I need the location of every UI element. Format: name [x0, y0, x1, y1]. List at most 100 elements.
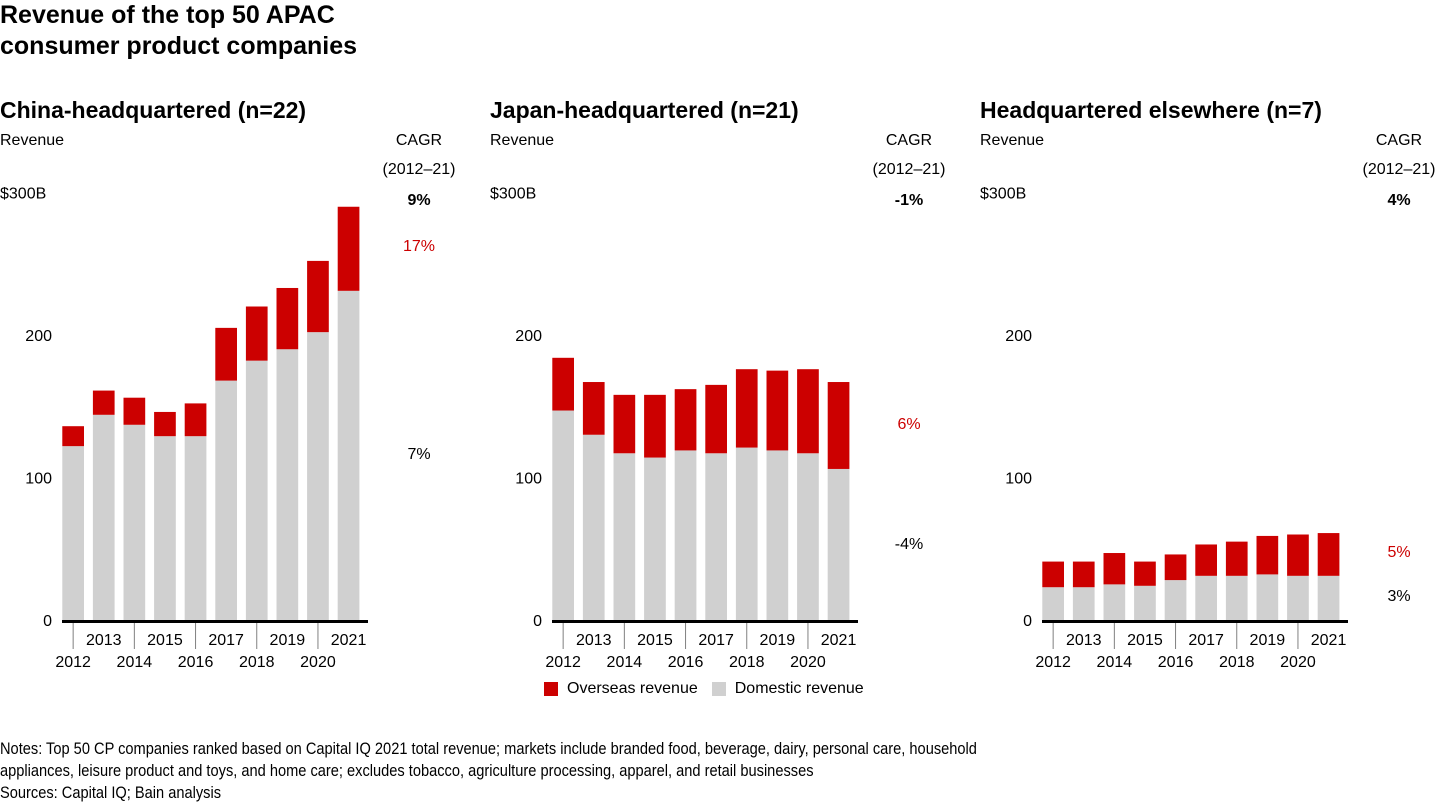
bar-overseas-elsewhere-2020 [1287, 534, 1309, 576]
bar-overseas-elsewhere-2013 [1072, 561, 1095, 588]
notes-line-1: Notes: Top 50 CP companies ranked based … [0, 739, 977, 758]
cagr-total-elsewhere: 4% [1387, 192, 1411, 209]
y-tick-label-japan: 0 [533, 613, 542, 630]
ylabel-china: Revenue [0, 132, 65, 149]
y-tick-label-elsewhere: 200 [1005, 328, 1032, 345]
bar-overseas-japan-2013 [582, 382, 605, 435]
sources: Sources: Capital IQ; Bain analysis [0, 783, 222, 802]
legend-label-overseas: Overseas revenue [567, 680, 698, 697]
bar-domestic-elsewhere-2015 [1134, 585, 1156, 620]
bar-overseas-japan-2012 [552, 357, 574, 411]
cagr-total-china: 9% [407, 192, 431, 209]
x-tick-label-japan-2013: 2013 [576, 632, 612, 649]
x-tick-label-elsewhere-2020: 2020 [1280, 654, 1316, 671]
bar-domestic-japan-2019 [766, 450, 789, 620]
bar-domestic-japan-2015 [644, 457, 666, 620]
x-tick-label-china-2021: 2021 [331, 632, 367, 649]
x-tick-label-china-2017: 2017 [208, 632, 244, 649]
y-tick-label-japan: 200 [515, 328, 542, 345]
y-tick-label-china: $300B [0, 186, 46, 203]
cagr-period-elsewhere: (2012–21) [1362, 161, 1436, 178]
y-tick-label-elsewhere: $300B [980, 186, 1026, 203]
cagr-total-japan: -1% [894, 192, 924, 209]
bar-overseas-china-2013 [92, 390, 115, 415]
x-tick-label-japan-2020: 2020 [790, 654, 826, 671]
x-tick-label-china-2012: 2012 [55, 654, 91, 671]
bar-overseas-japan-2015 [644, 394, 666, 458]
bar-overseas-china-2017 [215, 327, 237, 381]
y-tick-label-china: 200 [25, 328, 52, 345]
x-tick-label-china-2019: 2019 [270, 632, 306, 649]
bar-overseas-elsewhere-2021 [1317, 533, 1340, 576]
chart-title: Revenue of the top 50 APAC consumer prod… [0, 0, 357, 62]
cagr-header-elsewhere: CAGR [1375, 132, 1423, 149]
legend-item-overseas: Overseas revenue [544, 680, 698, 698]
x-tick-label-elsewhere-2015: 2015 [1127, 632, 1163, 649]
cagr-header-japan: CAGR [885, 132, 933, 149]
bar-domestic-japan-2020 [797, 453, 819, 620]
y-tick-label-japan: 100 [515, 471, 542, 488]
x-tick-label-elsewhere-2012: 2012 [1035, 654, 1071, 671]
bar-domestic-china-2016 [184, 436, 207, 620]
bar-overseas-china-2014 [123, 397, 146, 425]
x-tick-label-china-2014: 2014 [117, 654, 153, 671]
notes-line-2: appliances, leisure product and toys, an… [0, 761, 814, 780]
bar-domestic-elsewhere-2019 [1256, 574, 1279, 620]
bar-overseas-japan-2018 [735, 369, 758, 448]
legend-swatch-domestic [711, 682, 726, 696]
x-tick-label-elsewhere-2017: 2017 [1188, 632, 1224, 649]
x-tick-label-japan-2014: 2014 [607, 654, 643, 671]
cagr-period-china: (2012–21) [382, 161, 456, 178]
x-tick-label-japan-2021: 2021 [821, 632, 857, 649]
bar-domestic-china-2014 [123, 424, 146, 620]
x-tick-label-japan-2012: 2012 [545, 654, 581, 671]
ylabel-elsewhere: Revenue [980, 132, 1045, 149]
cagr-overseas-china: 17% [402, 238, 436, 255]
bar-overseas-china-2020 [307, 260, 329, 333]
bar-domestic-china-2015 [154, 436, 176, 620]
bar-domestic-china-2018 [245, 360, 268, 620]
bar-overseas-japan-2019 [766, 370, 789, 451]
bar-domestic-china-2019 [276, 349, 299, 620]
legend-item-domestic: Domestic revenue [711, 680, 864, 698]
bar-domestic-china-2012 [62, 446, 84, 620]
bar-overseas-china-2016 [184, 403, 207, 437]
bar-overseas-elsewhere-2019 [1256, 535, 1279, 575]
bar-domestic-elsewhere-2021 [1317, 575, 1340, 620]
y-tick-label-china: 100 [25, 471, 52, 488]
bar-domestic-elsewhere-2013 [1072, 587, 1095, 620]
bar-domestic-japan-2013 [582, 434, 605, 620]
x-tick-label-china-2018: 2018 [239, 654, 275, 671]
x-tick-label-elsewhere-2014: 2014 [1097, 654, 1133, 671]
cagr-domestic-japan: -4% [894, 536, 924, 553]
bar-domestic-japan-2017 [705, 453, 727, 620]
x-tick-label-japan-2019: 2019 [760, 632, 796, 649]
x-tick-label-japan-2015: 2015 [637, 632, 673, 649]
bar-domestic-elsewhere-2016 [1164, 580, 1187, 620]
x-tick-label-elsewhere-2019: 2019 [1250, 632, 1286, 649]
bar-overseas-elsewhere-2015 [1134, 561, 1156, 586]
bar-overseas-japan-2014 [613, 394, 636, 454]
bar-overseas-elsewhere-2017 [1195, 544, 1217, 576]
y-tick-label-china: 0 [43, 613, 52, 630]
x-tick-label-japan-2018: 2018 [729, 654, 765, 671]
bar-domestic-china-2017 [215, 380, 237, 620]
x-tick-label-elsewhere-2021: 2021 [1311, 632, 1347, 649]
chart-title-line-1: Revenue of the top 50 APAC [0, 1, 335, 29]
cagr-header-china: CAGR [395, 132, 443, 149]
y-tick-label-japan: $300B [490, 186, 536, 203]
panel-title-china: China-headquartered (n=22) [0, 97, 307, 123]
cagr-period-japan: (2012–21) [872, 161, 946, 178]
cagr-overseas-japan: 6% [897, 416, 921, 433]
x-tick-label-china-2015: 2015 [147, 632, 183, 649]
bar-overseas-japan-2021 [827, 382, 850, 469]
bar-overseas-china-2019 [276, 287, 299, 350]
bar-domestic-china-2013 [92, 414, 115, 620]
x-tick-label-japan-2016: 2016 [668, 654, 704, 671]
bar-overseas-japan-2017 [705, 384, 727, 454]
bar-domestic-japan-2018 [735, 447, 758, 620]
bar-overseas-elsewhere-2012 [1042, 561, 1064, 588]
bar-overseas-japan-2020 [797, 369, 819, 454]
cagr-domestic-elsewhere: 3% [1387, 588, 1411, 605]
bar-overseas-china-2015 [154, 411, 176, 437]
